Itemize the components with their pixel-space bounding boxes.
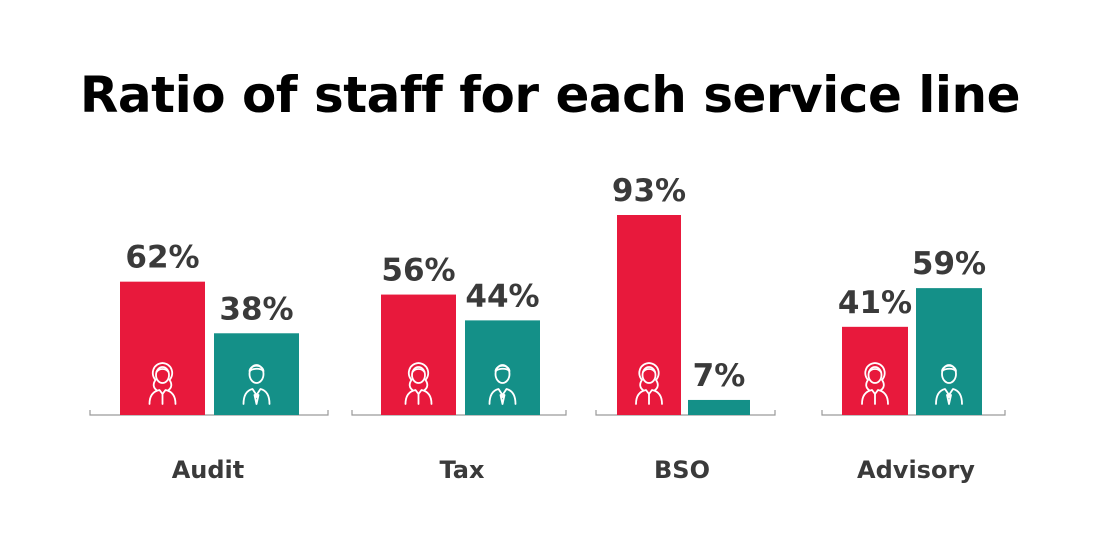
woman-icon [404, 362, 433, 405]
woman-icon [861, 362, 889, 405]
bar-bso-men [688, 399, 750, 415]
man-icon [242, 364, 271, 405]
category-label-audit: Audit [172, 456, 245, 484]
axis-baseline-advisory [821, 410, 1006, 416]
data-label-tax-men: 44% [465, 278, 539, 314]
woman-icon [148, 362, 177, 405]
data-label-tax-women: 56% [381, 253, 455, 289]
data-label-bso-women: 93% [612, 173, 686, 209]
category-label-advisory: Advisory [857, 456, 975, 484]
woman-icon [635, 362, 663, 405]
bar-bso-women [617, 215, 681, 415]
bar-tax-men [465, 320, 540, 415]
man-icon [488, 364, 517, 405]
data-label-advisory-women: 41% [838, 285, 912, 321]
data-label-audit-men: 38% [219, 291, 293, 327]
axis-baseline-bso [595, 410, 776, 416]
chart-title: Ratio of staff for each service line [79, 66, 1021, 124]
data-label-advisory-men: 59% [912, 246, 986, 282]
data-label-audit-women: 62% [125, 240, 199, 276]
axis-baseline-tax [351, 410, 567, 416]
man-icon [935, 364, 963, 405]
category-label-bso: BSO [654, 456, 710, 484]
category-label-tax: Tax [440, 456, 485, 484]
axis-baseline-audit [89, 410, 329, 416]
data-label-bso-men: 7% [693, 358, 746, 394]
